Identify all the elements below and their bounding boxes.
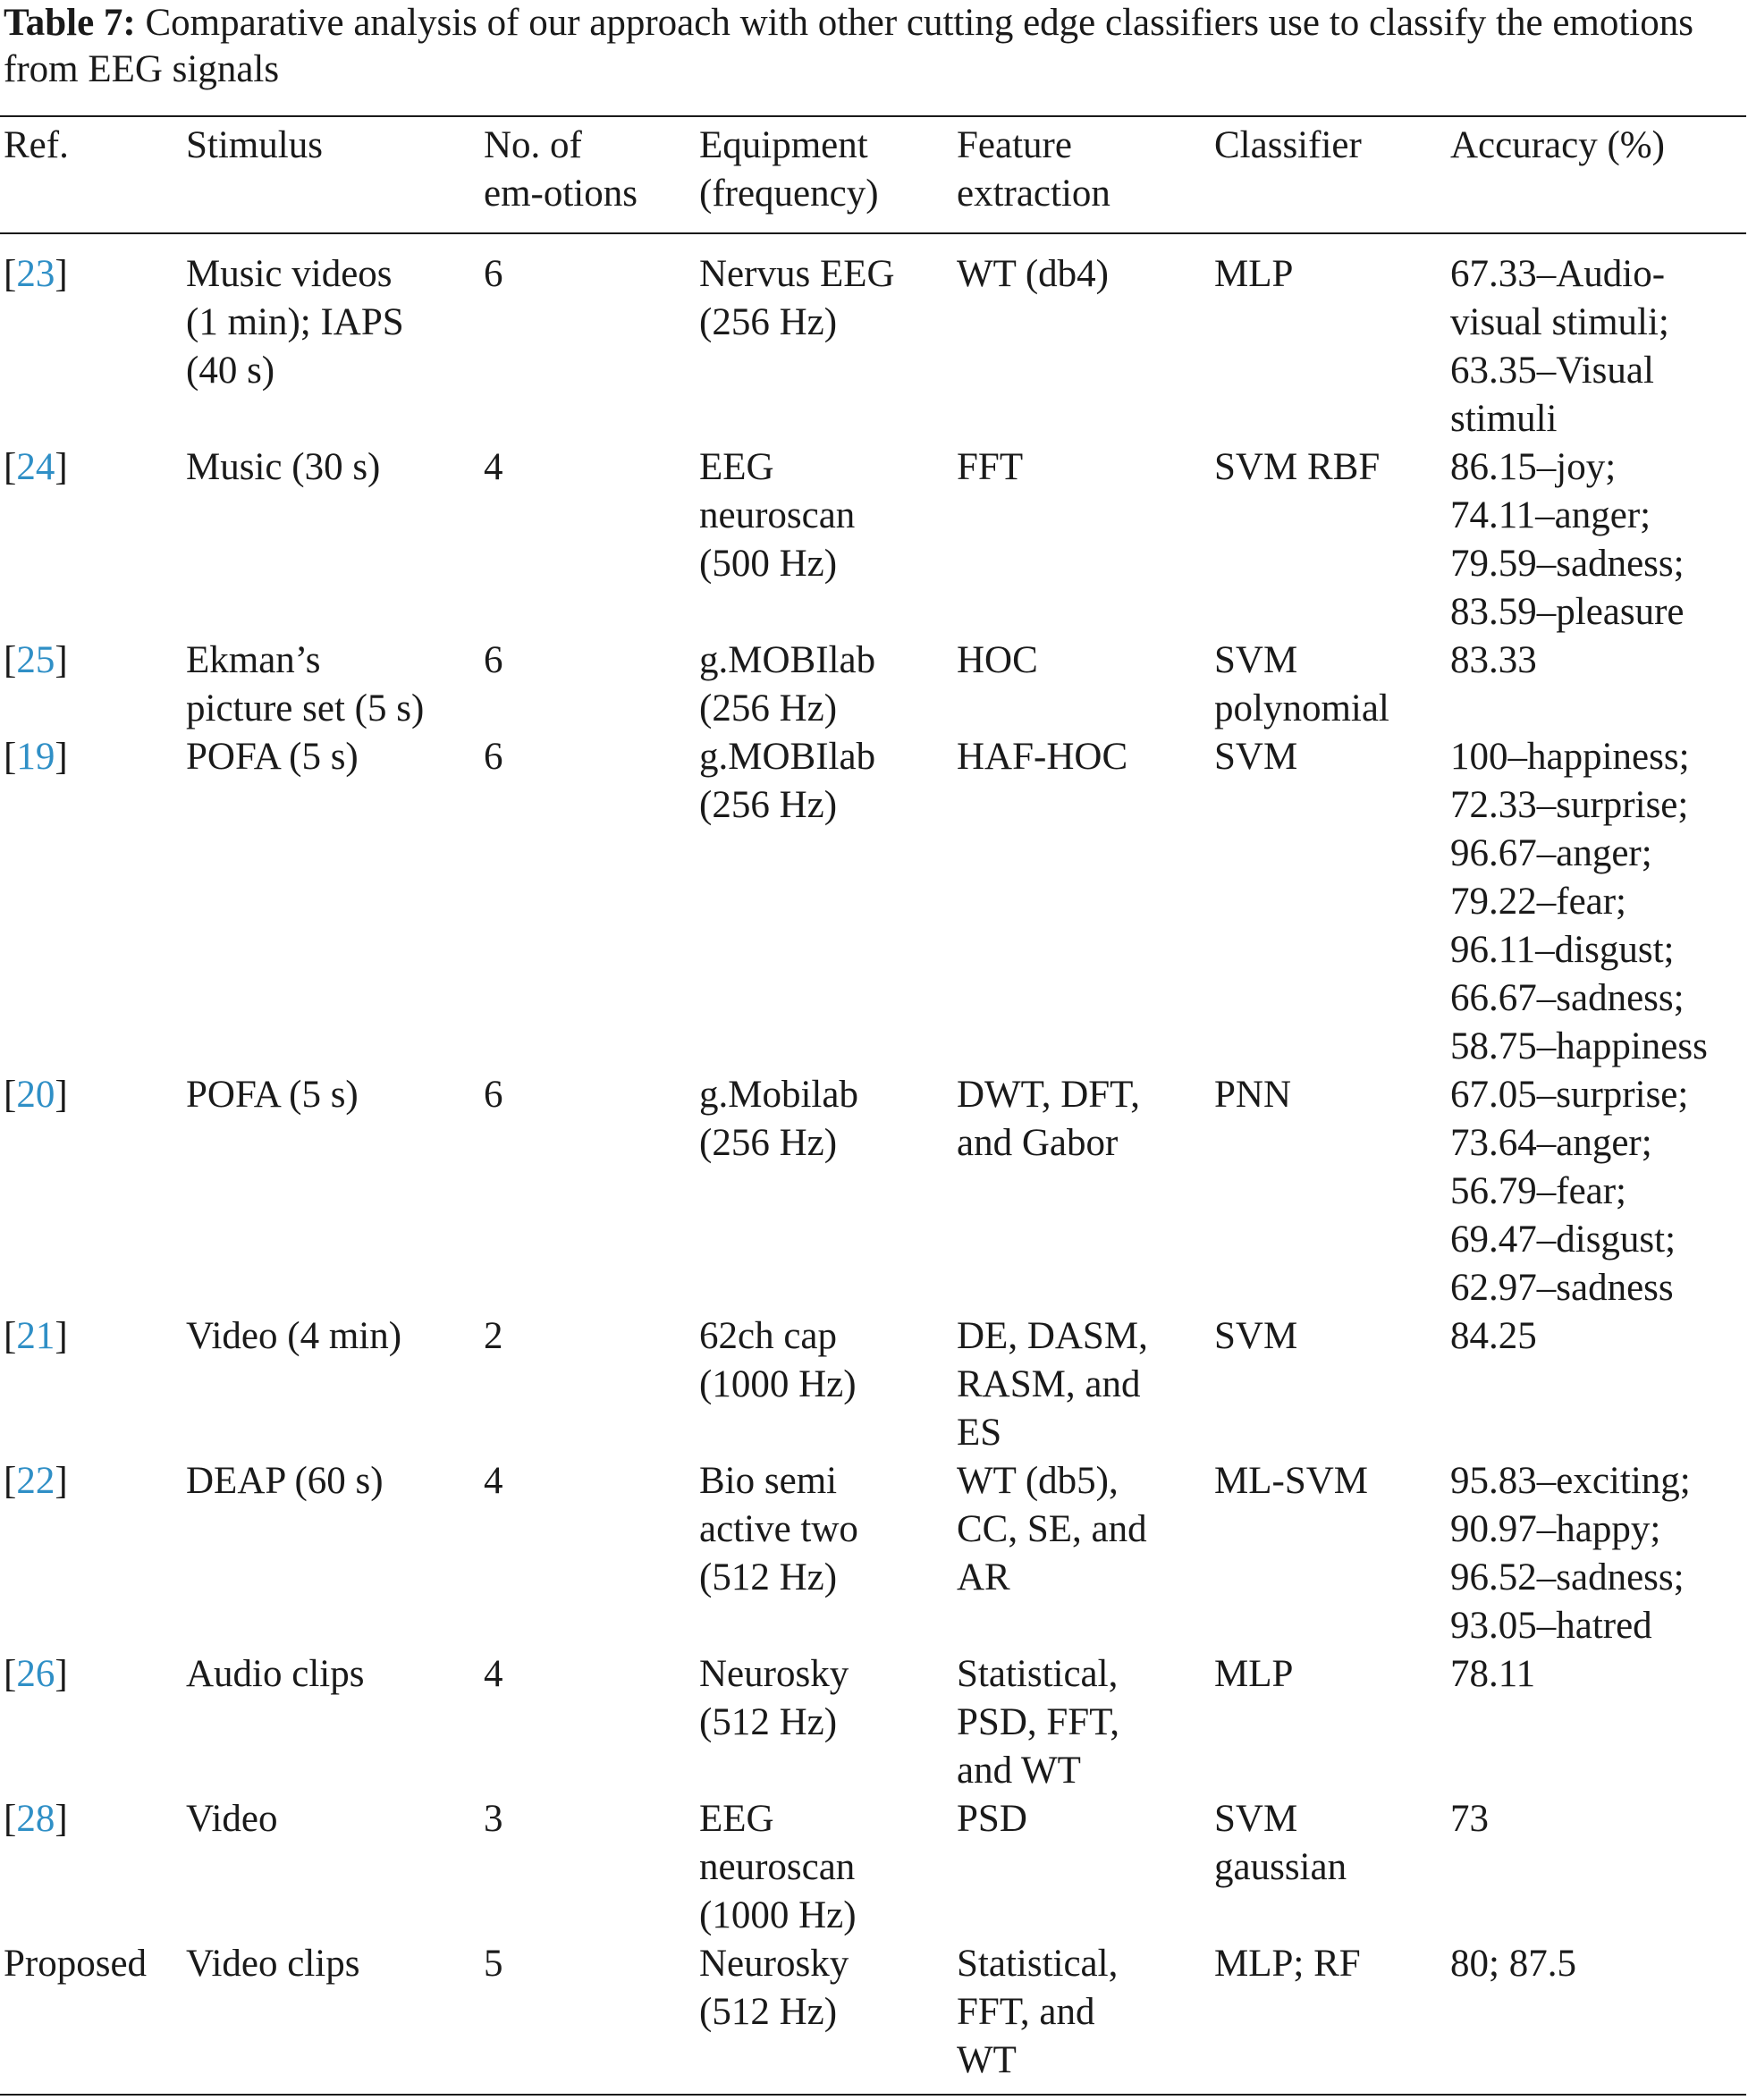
accuracy-cell: 84.25 [1450, 1315, 1537, 1357]
emotions-cell: 6 [484, 1074, 503, 1116]
equipment-cell: Neurosky (512 Hz) [699, 1653, 849, 1743]
ref-cell: [25] [4, 639, 68, 681]
header-classifier: Classifier [1214, 124, 1362, 166]
accuracy-cell: 73 [1450, 1798, 1489, 1840]
accuracy-cell: 80; 87.5 [1450, 1943, 1576, 1985]
classifier-cell: SVM [1214, 736, 1298, 778]
ref-cell: [21] [4, 1315, 68, 1357]
classifier-cell: SVM polynomial [1214, 639, 1389, 730]
table-header-rule [0, 232, 1746, 234]
equipment-cell: EEG neuroscan (1000 Hz) [699, 1798, 857, 1936]
stimulus-cell: Video [186, 1798, 278, 1840]
equipment-cell: g.MOBIlab (256 Hz) [699, 639, 876, 730]
stimulus-cell: Video clips [186, 1943, 360, 1985]
emotions-cell: 6 [484, 253, 503, 295]
ref-cell: [20] [4, 1074, 68, 1116]
stimulus-cell: Music (30 s) [186, 446, 381, 488]
feature-cell: DWT, DFT, and Gabor [957, 1074, 1141, 1164]
classifier-cell: MLP; RF [1214, 1943, 1361, 1985]
table-caption-label: Table 7: [4, 2, 136, 44]
feature-cell: Statistical, PSD, FFT, and WT [957, 1653, 1120, 1792]
header-accuracy: Accuracy (%) [1450, 124, 1665, 166]
stimulus-cell: POFA (5 s) [186, 736, 359, 778]
feature-cell: WT (db4) [957, 253, 1109, 295]
feature-cell: WT (db5), CC, SE, and AR [957, 1460, 1147, 1598]
classifier-cell: SVM RBF [1214, 446, 1381, 488]
emotions-cell: 2 [484, 1315, 503, 1357]
equipment-cell: Bio semi active two (512 Hz) [699, 1460, 858, 1598]
feature-cell: HAF-HOC [957, 736, 1128, 778]
accuracy-cell: 86.15–joy; 74.11–anger; 79.59–sadness; 8… [1450, 446, 1685, 633]
table-caption: Table 7: Comparative analysis of our app… [4, 0, 1745, 93]
stimulus-cell: Ekman’s picture set (5 s) [186, 639, 425, 730]
table-bottom-rule [0, 2094, 1746, 2096]
feature-cell: Statistical, FFT, and WT [957, 1943, 1119, 2081]
ref-cell: [28] [4, 1798, 68, 1840]
ref-cell: [23] [4, 253, 68, 295]
emotions-cell: 6 [484, 639, 503, 681]
stimulus-cell: Music videos (1 min); IAPS (40 s) [186, 253, 404, 392]
ref-cell: [26] [4, 1653, 68, 1695]
emotions-cell: 5 [484, 1943, 503, 1985]
citation-link[interactable]: 26 [16, 1653, 55, 1695]
header-num-emotions: No. of em-otions [484, 124, 638, 215]
citation-link[interactable]: 22 [16, 1460, 55, 1502]
classifier-cell: MLP [1214, 253, 1294, 295]
feature-cell: PSD [957, 1798, 1027, 1840]
citation-link[interactable]: 19 [16, 736, 55, 778]
table-caption-text: Comparative analysis of our approach wit… [4, 2, 1693, 90]
emotions-cell: 3 [484, 1798, 503, 1840]
citation-link[interactable]: 28 [16, 1798, 55, 1840]
emotions-cell: 4 [484, 1460, 503, 1502]
ref-cell: [22] [4, 1460, 68, 1502]
classifier-cell: SVM gaussian [1214, 1798, 1347, 1888]
feature-cell: HOC [957, 639, 1038, 681]
equipment-cell: EEG neuroscan (500 Hz) [699, 446, 856, 585]
equipment-cell: Neurosky (512 Hz) [699, 1943, 849, 2033]
accuracy-cell: 78.11 [1450, 1653, 1536, 1695]
accuracy-cell: 95.83–exciting; 90.97–happy; 96.52–sadne… [1450, 1460, 1691, 1647]
citation-link[interactable]: 24 [16, 446, 55, 488]
accuracy-cell: 67.33–Audio- visual stimuli; 63.35–Visua… [1450, 253, 1669, 440]
ref-cell: [24] [4, 446, 68, 488]
stimulus-cell: Audio clips [186, 1653, 365, 1695]
header-equipment: Equipment (frequency) [699, 124, 879, 215]
equipment-cell: Nervus EEG (256 Hz) [699, 253, 895, 343]
feature-cell: FFT [957, 446, 1024, 488]
citation-link[interactable]: 20 [16, 1074, 55, 1116]
emotions-cell: 4 [484, 446, 503, 488]
accuracy-cell: 67.05–surprise; 73.64–anger; 56.79–fear;… [1450, 1074, 1689, 1309]
citation-link[interactable]: 25 [16, 639, 55, 681]
stimulus-cell: POFA (5 s) [186, 1074, 359, 1116]
stimulus-cell: DEAP (60 s) [186, 1460, 384, 1502]
ref-cell: Proposed [4, 1943, 148, 1985]
citation-link[interactable]: 23 [16, 253, 55, 295]
header-feature-extraction: Feature extraction [957, 124, 1110, 215]
emotions-cell: 6 [484, 736, 503, 778]
header-stimulus: Stimulus [186, 124, 323, 166]
accuracy-cell: 100–happiness; 72.33–surprise; 96.67–ang… [1450, 736, 1708, 1067]
header-ref: Ref. [4, 124, 69, 166]
table-top-rule [0, 115, 1746, 117]
equipment-cell: g.MOBIlab (256 Hz) [699, 736, 876, 826]
citation-link[interactable]: 21 [16, 1315, 55, 1357]
stimulus-cell: Video (4 min) [186, 1315, 402, 1357]
equipment-cell: g.Mobilab (256 Hz) [699, 1074, 858, 1164]
classifier-cell: ML-SVM [1214, 1460, 1369, 1502]
classifier-cell: MLP [1214, 1653, 1294, 1695]
classifier-cell: PNN [1214, 1074, 1292, 1116]
accuracy-cell: 83.33 [1450, 639, 1537, 681]
feature-cell: DE, DASM, RASM, and ES [957, 1315, 1148, 1454]
emotions-cell: 4 [484, 1653, 503, 1695]
classifier-cell: SVM [1214, 1315, 1298, 1357]
ref-cell: [19] [4, 736, 68, 778]
equipment-cell: 62ch cap (1000 Hz) [699, 1315, 857, 1405]
